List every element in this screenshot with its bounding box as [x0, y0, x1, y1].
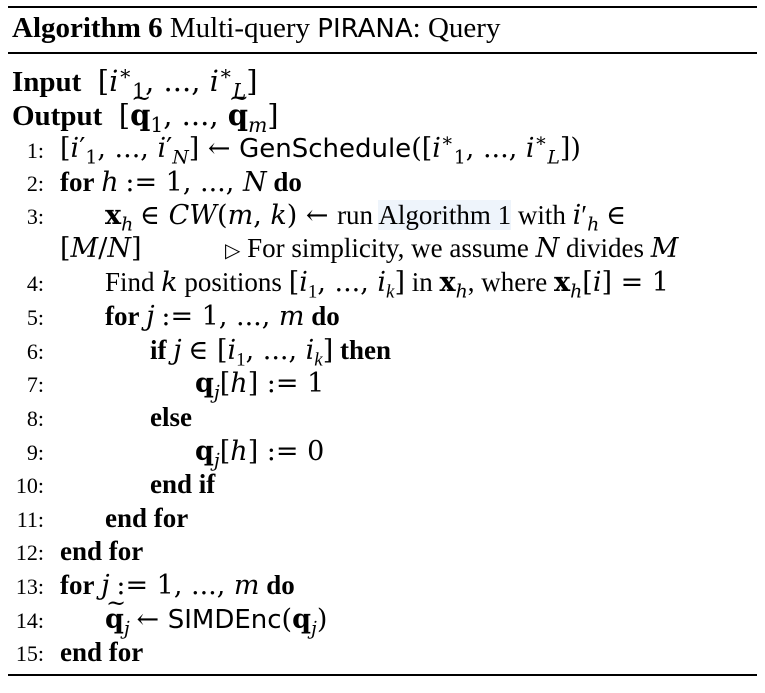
output-line: Output [q1, ..., qm] [12, 81, 279, 135]
caption-rule [8, 52, 757, 54]
algo-line-12: end for [60, 536, 144, 566]
algo-line-5: for j := 1, ..., m do [105, 301, 340, 332]
algo-line-11: end for [105, 503, 189, 533]
algo-line-4: Find k positions [i1, ..., ik] in xh, wh… [105, 267, 669, 303]
algo-line-10: end if [150, 469, 216, 499]
algo-line-1: [i′1, ..., i′N] ← GenSchedule([i∗1, ...,… [60, 129, 581, 169]
line-number: 13: [15, 574, 44, 599]
comment-triangle-icon: ▷ [224, 240, 241, 262]
line-number: 2: [26, 171, 44, 196]
algo-line-3: xh ∈ CW(m, k) ← run Algorithm 1 with i′h… [105, 200, 627, 236]
algorithm-title-suffix: : Query [412, 12, 501, 44]
algo-line-15: end for [60, 637, 144, 667]
line-number: 15: [15, 641, 44, 666]
algo-line-9: qj[h] := 0 [195, 436, 325, 472]
output-label: Output [12, 100, 103, 132]
line-number: 10: [15, 473, 44, 498]
line-number: 1: [26, 138, 44, 163]
input-label: Input [12, 66, 82, 98]
line-3-comment: For simplicity, we assume N divides M [247, 233, 679, 264]
line-number: 14: [15, 608, 44, 633]
algo-line-8: else [150, 402, 192, 432]
top-rule [8, 6, 757, 8]
line-number: 4: [26, 271, 44, 296]
algorithm-label: Algorithm 6 [12, 12, 163, 44]
line-number: 5: [26, 305, 44, 330]
line-number: 6: [26, 339, 44, 364]
line-number: 7: [26, 372, 44, 397]
algorithm-title-name: PIRANA [317, 14, 413, 44]
algorithm-title-prefix: Multi-query [169, 12, 311, 44]
output-value: [q1, ..., qm] [110, 81, 279, 135]
algo-line-3-cont: [M/N] ▷ For simplicity, we assume N divi… [60, 233, 679, 264]
algo-line-7: qj[h] := 1 [195, 368, 325, 404]
algo-line-6: if j ∈ [i1, ..., ik] then [150, 335, 391, 371]
algo-line-14: qj ← SIMDEnc(qj) [105, 586, 327, 638]
line-number: 8: [26, 406, 44, 431]
algo-line-2: for h := 1, ..., N do [60, 167, 302, 198]
line-number: 11: [16, 507, 44, 532]
line-number: 3: [26, 204, 44, 229]
line-number: 9: [26, 440, 44, 465]
algo-line-13: for j := 1, ..., m do [60, 570, 295, 601]
algorithm-caption: Algorithm 6 Multi-query PIRANA: Query [12, 12, 500, 45]
bottom-rule [8, 674, 757, 676]
line-number: 12: [15, 540, 44, 565]
